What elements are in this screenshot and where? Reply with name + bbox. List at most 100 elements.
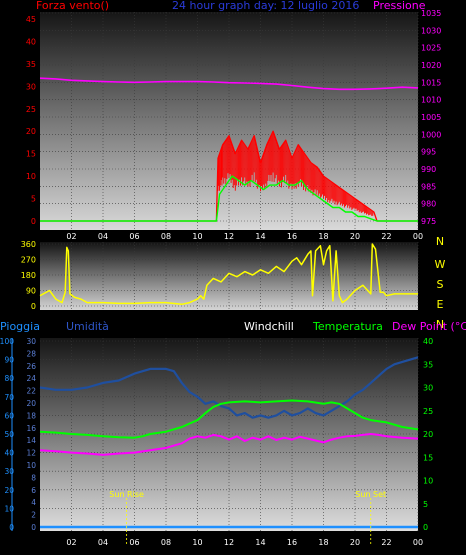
- wind-tick: 40: [26, 37, 36, 46]
- humidity-tick: 2: [31, 511, 36, 520]
- temperature-label: Temperatura: [312, 320, 383, 333]
- pressure-tick: 995: [421, 148, 436, 157]
- humidity-tick: 6: [31, 486, 36, 495]
- rain-tick: 80: [4, 374, 14, 383]
- wind-pressure-grid: [40, 12, 419, 230]
- wind-tick: 30: [26, 82, 36, 91]
- windchill-label: Windchill: [244, 320, 294, 333]
- humidity-tick: 14: [26, 436, 36, 445]
- direction-tick: 270: [21, 256, 36, 265]
- direction-series: [39, 243, 418, 306]
- wind-axis-label: Forza vento(): [36, 0, 109, 12]
- dewpoint-line: [39, 433, 419, 456]
- pressure-tick: 1030: [421, 26, 441, 35]
- x-tick: 04: [98, 232, 108, 241]
- temp-tick: 30: [423, 384, 433, 393]
- wind-pressure-series: [39, 77, 419, 222]
- rain-tick: 60: [4, 411, 14, 420]
- humidity-tick: 16: [26, 424, 36, 433]
- direction-tick: 90: [26, 287, 36, 296]
- wind-avg-line: [40, 175, 418, 222]
- compass-label: E: [437, 298, 444, 311]
- rain-tick: 20: [4, 486, 14, 495]
- x-tick: 08: [161, 232, 171, 241]
- direction-tick: 360: [21, 240, 36, 249]
- dewpoint-label: Dew Point (°C): [392, 320, 466, 333]
- x-tick: 20: [350, 232, 360, 241]
- wind-tick: 15: [26, 150, 36, 159]
- x-tick: 00: [413, 538, 423, 547]
- x-tick: 18: [318, 538, 328, 547]
- pressure-tick: 1000: [421, 130, 441, 139]
- x-tick: 10: [192, 538, 202, 547]
- humidity-tick: 12: [26, 449, 36, 458]
- humidity-tick: 28: [26, 349, 36, 358]
- wind-tick: 10: [26, 172, 36, 181]
- pressure-tick: 1015: [421, 78, 441, 87]
- rain-tick: 30: [4, 467, 14, 476]
- humidity-label: Umidità: [66, 320, 109, 333]
- humidity-tick: 24: [26, 374, 36, 383]
- temperature-line: [39, 399, 419, 439]
- rain-tick: 100: [0, 337, 14, 346]
- x-tick: 04: [98, 538, 108, 547]
- x-tick: 14: [255, 538, 265, 547]
- gust-spikes: [217, 131, 374, 216]
- pressure-tick: 1025: [421, 44, 441, 53]
- wind-pressure-plot-area: [40, 12, 418, 230]
- temp-tick: 25: [423, 407, 433, 416]
- temp-tick: 10: [423, 477, 433, 486]
- direction-tick: 180: [21, 271, 36, 280]
- x-tick: 10: [192, 232, 202, 241]
- direction-line: [39, 243, 418, 306]
- humidity-tick: 22: [26, 387, 36, 396]
- temp-tick: 15: [423, 453, 433, 462]
- wind-pressure-ticks: 9759809859909951000100510101015102010251…: [26, 9, 442, 241]
- x-tick: 22: [381, 538, 391, 547]
- humidity-tick: 30: [26, 337, 36, 346]
- humidity-line: [39, 356, 419, 419]
- wind-tick: 45: [26, 15, 36, 24]
- x-tick: 02: [66, 538, 76, 547]
- humidity-tick: 18: [26, 411, 36, 420]
- pressure-tick: 1005: [421, 113, 441, 122]
- rain-tick: 10: [4, 504, 14, 513]
- humidity-tick: 26: [26, 362, 36, 371]
- humidity-tick: 0: [31, 523, 36, 532]
- x-tick: 14: [255, 232, 265, 241]
- x-tick: 22: [381, 232, 391, 241]
- wind-tick: 35: [26, 60, 36, 69]
- humidity-tick: 8: [31, 473, 36, 482]
- rain-tick: 50: [4, 430, 14, 439]
- x-tick: 16: [287, 232, 297, 241]
- wind-tick: 0: [31, 217, 36, 226]
- sun-marker-label: Sun Rise: [109, 490, 144, 499]
- pressure-tick: 1010: [421, 96, 441, 105]
- rain-tick: 40: [4, 449, 14, 458]
- temp-humidity-ticks: 0102030405060708090100024681012141618202…: [0, 337, 433, 547]
- compass-label: N: [436, 318, 444, 331]
- temp-tick: 40: [423, 337, 433, 346]
- rain-tick: 70: [4, 393, 14, 402]
- sun-marker-label: Sun Set: [355, 490, 386, 499]
- direction-tick: 0: [31, 302, 36, 311]
- wind-tick: 25: [26, 105, 36, 114]
- pressure-tick: 980: [421, 200, 436, 209]
- x-tick: 16: [287, 538, 297, 547]
- temp-tick: 35: [423, 360, 433, 369]
- compass-label: W: [435, 258, 446, 271]
- x-tick: 20: [350, 538, 360, 547]
- sun-annotations: Sun Rise Sun Set: [109, 490, 386, 545]
- pressure-tick: 975: [421, 217, 436, 226]
- temp-tick: 20: [423, 430, 433, 439]
- pressure-tick: 985: [421, 182, 436, 191]
- rain-label: Pioggia: [0, 320, 40, 333]
- pressure-tick: 990: [421, 165, 436, 174]
- x-tick: 06: [129, 232, 139, 241]
- pressure-tick: 1020: [421, 61, 441, 70]
- x-tick: 12: [224, 538, 234, 547]
- rain-tick: 90: [4, 356, 14, 365]
- x-tick: 18: [318, 232, 328, 241]
- wind-tick: 5: [31, 195, 36, 204]
